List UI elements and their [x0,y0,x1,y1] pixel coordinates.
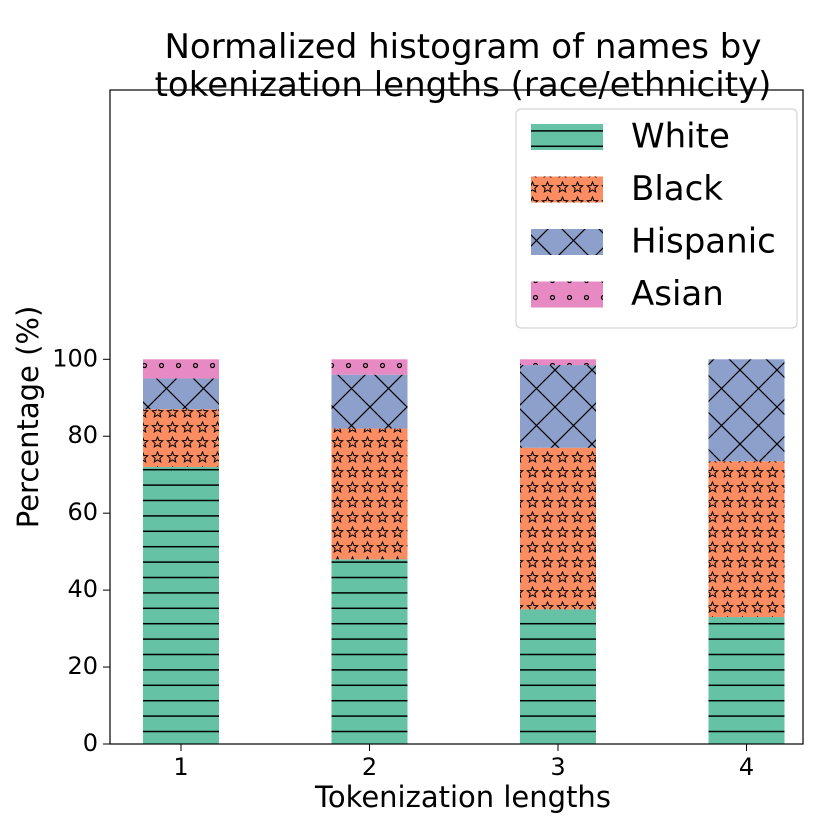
legend-swatch [531,124,603,150]
bar-segment [520,359,596,366]
legend-label: Hispanic [631,222,776,262]
y-tick-label: 60 [67,498,98,526]
bar-segment [331,428,408,560]
bar-segment [331,359,408,375]
x-tick-label: 3 [550,753,565,781]
legend-swatch [531,281,603,308]
y-tick-label: 100 [52,344,98,372]
bar-segment [143,378,219,410]
y-tick-label: 20 [67,652,98,680]
legend-label: Asian [631,274,724,314]
legend-label: Black [631,169,723,209]
x-tick-label: 4 [739,753,754,781]
bar-segment [708,461,785,618]
legend-label: White [631,117,730,157]
bar-segment [143,359,219,379]
y-tick-label: 40 [67,575,98,603]
bar-segment [520,609,596,744]
bar-segment [520,447,596,610]
chart-title: Normalized histogram of names by tokeniza… [155,27,772,105]
bar-segment [143,467,219,744]
bar-segment [708,359,785,462]
bar-segment [143,409,219,468]
y-tick-label: 0 [83,729,98,757]
legend-swatch [531,176,603,203]
axes-frame [109,89,804,745]
x-tick-label: 1 [173,753,188,781]
legend-box [515,108,798,329]
y-axis-label: Percentage (%) [11,306,45,529]
legend-swatch [531,229,603,255]
bar-segment [331,559,408,744]
x-tick-label: 2 [362,753,377,781]
bar-segment [520,365,596,448]
bar-segment [708,617,785,744]
y-tick-label: 80 [67,421,98,449]
bar-segment [331,374,408,429]
x-axis-label: Tokenization lengths [314,780,611,814]
